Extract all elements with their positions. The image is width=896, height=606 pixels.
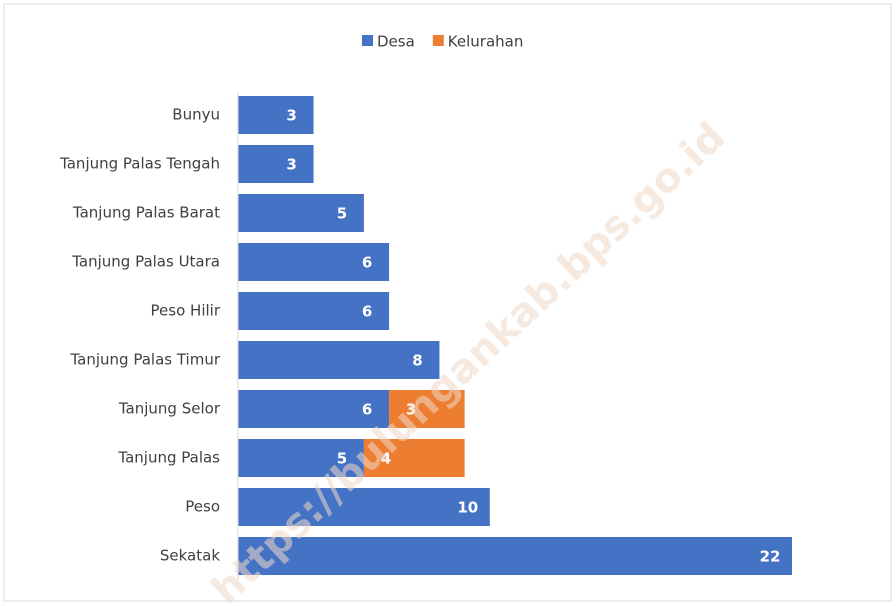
data-label: 6 xyxy=(362,401,372,419)
y-tick-label: Peso Hilir xyxy=(151,302,221,320)
bar xyxy=(363,439,465,477)
bar xyxy=(238,537,792,575)
y-tick-label: Tanjung Selor xyxy=(118,400,221,418)
legend-label: Kelurahan xyxy=(448,33,524,51)
bar xyxy=(238,96,314,134)
data-label: 3 xyxy=(406,401,416,419)
data-label: 3 xyxy=(286,156,296,174)
legend-swatch xyxy=(432,35,444,46)
y-tick-label: Bunyu xyxy=(172,106,220,124)
bar xyxy=(238,390,390,428)
y-tick-label: Tanjung Palas Tengah xyxy=(59,155,220,173)
data-label: 4 xyxy=(381,450,391,468)
data-label: 8 xyxy=(412,352,422,370)
legend-label: Desa xyxy=(377,33,415,51)
bar xyxy=(238,341,440,379)
bar xyxy=(238,292,390,330)
legend-swatch xyxy=(362,35,373,46)
data-label: 22 xyxy=(760,548,781,566)
y-tick-label: Sekatak xyxy=(160,547,220,565)
bar xyxy=(238,243,390,281)
y-tick-label: Tanjung Palas xyxy=(117,449,220,467)
data-label: 10 xyxy=(457,499,478,517)
bar xyxy=(238,439,364,477)
y-tick-label: Tanjung Palas Utara xyxy=(71,253,220,271)
data-label: 5 xyxy=(337,205,347,223)
data-label: 3 xyxy=(286,107,296,125)
y-tick-label: Tanjung Palas Barat xyxy=(72,204,220,222)
data-label: 6 xyxy=(362,254,372,272)
bar xyxy=(389,390,465,428)
bar xyxy=(238,488,490,526)
bar xyxy=(238,194,364,232)
y-tick-label: Peso xyxy=(185,498,220,516)
data-label: 5 xyxy=(337,450,347,468)
bar xyxy=(238,145,314,183)
data-label: 6 xyxy=(362,303,372,321)
y-tick-label: Tanjung Palas Timur xyxy=(69,351,220,369)
